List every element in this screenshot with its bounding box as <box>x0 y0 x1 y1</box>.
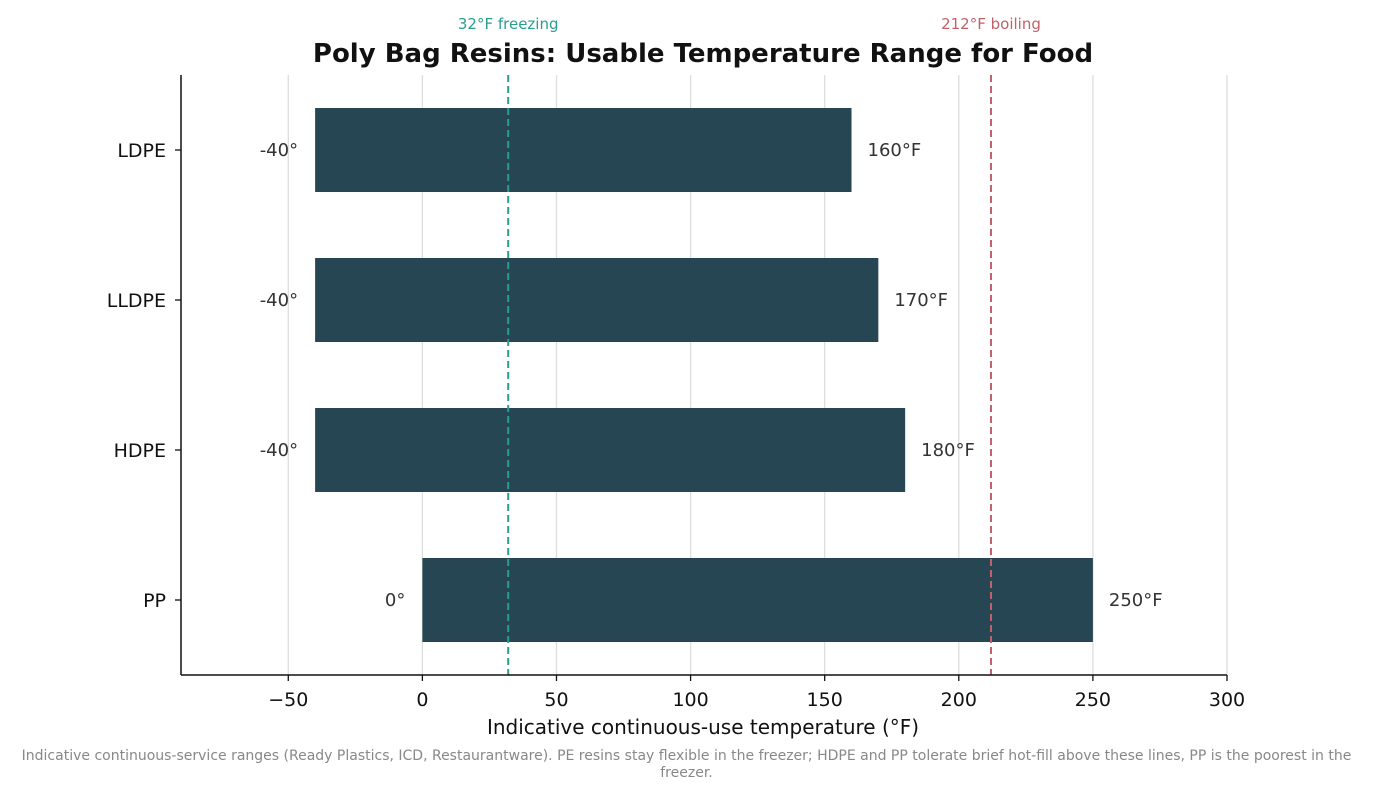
chart: Poly Bag Resins: Usable Temperature Rang… <box>107 15 1245 739</box>
x-tick-label: 100 <box>672 689 708 711</box>
bar-pp <box>422 558 1093 642</box>
y-tick-label: PP <box>143 590 166 612</box>
y-tick-label: LLDPE <box>107 290 166 312</box>
bar-high-label: 160°F <box>868 140 922 161</box>
bar-high-label: 170°F <box>894 290 948 311</box>
data-labels: -40° 160°F -40° 170°F -40° 180°F 0° 250°F <box>260 140 1163 611</box>
x-tick-label: 50 <box>544 689 568 711</box>
reference-lines: 32°F freezing 212°F boiling <box>458 15 1041 675</box>
bar-low-label: -40° <box>260 440 298 461</box>
bar-low-label: 0° <box>385 590 405 611</box>
x-tick-label: 150 <box>807 689 843 711</box>
bar-ldpe <box>315 108 852 192</box>
bar-low-label: -40° <box>260 290 298 311</box>
bars <box>315 108 1093 642</box>
reference-line-label: 212°F boiling <box>941 15 1041 33</box>
reference-line-label: 32°F freezing <box>458 15 559 33</box>
bar-high-label: 180°F <box>921 440 975 461</box>
bar-hdpe <box>315 408 906 492</box>
bar-high-label: 250°F <box>1109 590 1163 611</box>
footnote: Indicative continuous-service ranges (Re… <box>21 748 1352 781</box>
chart-title: Poly Bag Resins: Usable Temperature Rang… <box>313 39 1093 69</box>
axes: −50 0 50 100 150 200 250 300 LDPE LLDPE HDPE PP <box>107 75 1245 711</box>
bar-lldpe <box>315 258 879 342</box>
bar-low-label: -40° <box>260 140 298 161</box>
y-tick-label: LDPE <box>117 140 166 162</box>
x-tick-label: 200 <box>941 689 977 711</box>
x-axis-label: Indicative continuous-use temperature (°… <box>487 715 919 739</box>
x-tick-label: 250 <box>1075 689 1111 711</box>
x-tick-label: −50 <box>268 689 308 711</box>
x-tick-label: 0 <box>416 689 428 711</box>
x-tick-label: 300 <box>1209 689 1245 711</box>
y-tick-label: HDPE <box>114 440 166 462</box>
